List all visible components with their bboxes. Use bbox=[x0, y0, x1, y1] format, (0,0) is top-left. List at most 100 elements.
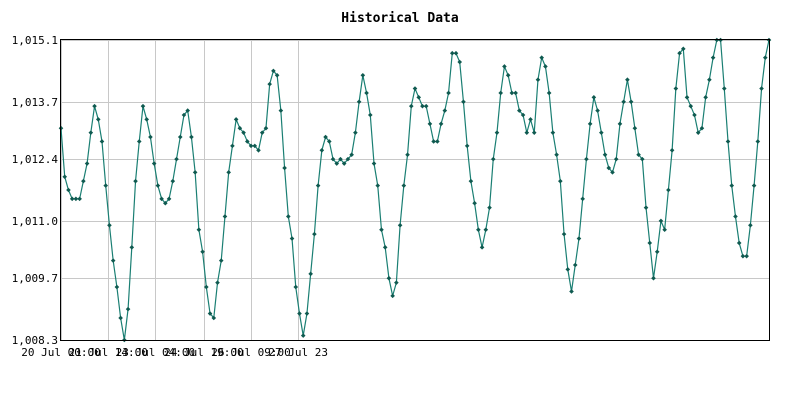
data-point bbox=[166, 196, 172, 202]
data-point bbox=[248, 143, 254, 149]
data-point bbox=[323, 134, 328, 140]
data-point bbox=[233, 117, 239, 122]
series-line bbox=[60, 39, 770, 341]
data-point bbox=[535, 77, 541, 83]
data-point bbox=[748, 222, 753, 228]
data-point bbox=[326, 139, 332, 144]
y-tick-label: 1,011.0 bbox=[12, 215, 58, 228]
data-point bbox=[118, 315, 123, 321]
data-point bbox=[286, 214, 291, 219]
data-point bbox=[591, 95, 597, 100]
data-point bbox=[531, 130, 537, 135]
data-point bbox=[643, 205, 649, 210]
data-point bbox=[379, 227, 384, 233]
data-point bbox=[446, 90, 451, 96]
data-point bbox=[658, 218, 664, 224]
data-point bbox=[666, 187, 671, 193]
data-point bbox=[453, 50, 459, 56]
data-point bbox=[565, 267, 571, 272]
data-point bbox=[92, 103, 97, 109]
data-point bbox=[163, 200, 168, 206]
data-point bbox=[103, 183, 109, 188]
data-point bbox=[479, 245, 485, 250]
data-point bbox=[487, 205, 492, 210]
data-point bbox=[412, 86, 418, 91]
data-point bbox=[751, 183, 757, 188]
data-point bbox=[688, 103, 694, 109]
data-point bbox=[84, 161, 90, 166]
data-point bbox=[218, 258, 224, 263]
x-tick-label: 23 Jul 04:00 bbox=[116, 346, 195, 359]
data-point bbox=[762, 55, 768, 60]
data-point bbox=[651, 275, 656, 281]
data-point bbox=[371, 161, 377, 166]
data-point bbox=[483, 227, 489, 233]
data-point bbox=[502, 64, 507, 69]
data-point bbox=[125, 306, 131, 312]
data-point bbox=[245, 139, 250, 144]
y-tick-label: 1,013.7 bbox=[12, 96, 58, 109]
data-point bbox=[204, 284, 209, 290]
data-point bbox=[155, 183, 161, 188]
data-point bbox=[721, 86, 727, 91]
x-tick-label: 20 Jul 00:00 bbox=[21, 346, 100, 359]
data-point bbox=[680, 46, 686, 52]
data-point bbox=[382, 245, 388, 250]
data-point bbox=[677, 50, 682, 56]
data-point bbox=[237, 125, 243, 131]
data-point bbox=[278, 108, 284, 113]
data-point bbox=[330, 156, 336, 162]
data-point bbox=[584, 156, 589, 162]
data-point bbox=[546, 90, 552, 96]
data-point bbox=[610, 170, 615, 175]
data-point bbox=[580, 196, 585, 202]
data-point bbox=[300, 333, 306, 338]
data-point bbox=[282, 165, 287, 171]
data-point bbox=[435, 139, 440, 144]
data-point bbox=[177, 134, 183, 140]
data-point bbox=[606, 165, 612, 171]
data-point bbox=[189, 134, 194, 140]
data-point bbox=[319, 147, 325, 153]
data-point bbox=[148, 134, 153, 140]
data-point bbox=[69, 196, 75, 202]
data-point bbox=[442, 108, 448, 113]
data-point bbox=[274, 72, 280, 78]
data-point bbox=[200, 249, 205, 255]
data-point bbox=[733, 214, 738, 219]
data-point bbox=[390, 293, 395, 299]
data-point bbox=[572, 262, 578, 268]
data-point bbox=[707, 77, 712, 83]
data-point bbox=[73, 196, 79, 202]
data-point bbox=[207, 311, 213, 316]
data-point bbox=[673, 86, 679, 91]
data-point bbox=[196, 227, 202, 233]
data-point bbox=[136, 139, 142, 144]
data-point bbox=[550, 130, 556, 135]
data-point bbox=[669, 147, 675, 153]
data-point bbox=[241, 130, 246, 135]
data-point bbox=[367, 112, 373, 118]
data-point bbox=[271, 68, 276, 74]
data-point bbox=[695, 130, 701, 135]
data-point bbox=[736, 240, 742, 246]
data-point bbox=[569, 289, 574, 294]
data-point bbox=[356, 99, 362, 105]
data-point bbox=[647, 240, 653, 246]
data-point bbox=[599, 130, 604, 135]
data-point bbox=[699, 125, 705, 131]
data-point bbox=[662, 227, 667, 233]
data-point bbox=[140, 103, 146, 109]
data-point bbox=[408, 103, 414, 109]
data-point bbox=[226, 170, 231, 175]
data-point bbox=[386, 275, 392, 281]
data-point bbox=[185, 108, 190, 113]
data-point bbox=[252, 143, 258, 149]
data-point bbox=[397, 222, 403, 228]
data-point bbox=[293, 284, 299, 290]
data-point bbox=[174, 156, 179, 162]
y-tick-label: 1,009.7 bbox=[12, 272, 58, 285]
data-point bbox=[710, 55, 716, 60]
data-point bbox=[755, 139, 761, 144]
data-point bbox=[744, 253, 749, 259]
